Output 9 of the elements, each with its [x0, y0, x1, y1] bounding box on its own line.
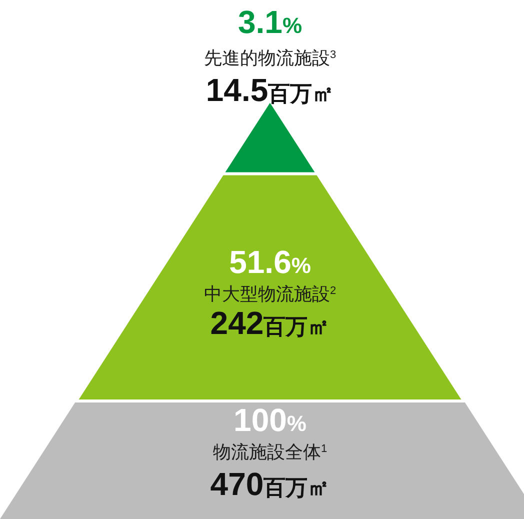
data-label: 51.6%: [229, 244, 311, 280]
category-label: 中大型物流施設$^{2}$: [204, 284, 336, 304]
data-label: 100%: [234, 402, 306, 438]
data-label: 3.1%: [238, 4, 302, 40]
text: 242百万㎡: [210, 305, 330, 341]
category-label: 先進的物流施設$^{3}$: [204, 48, 336, 68]
text: 14.5百万㎡: [206, 72, 334, 108]
category-label: 物流施設全体$^{1}$: [212, 442, 328, 462]
text: 470百万㎡: [210, 466, 330, 502]
